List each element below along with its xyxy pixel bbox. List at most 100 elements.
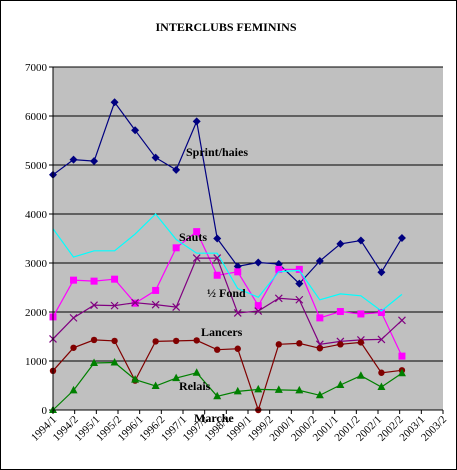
data-point [69,313,78,322]
data-point [377,308,385,316]
data-point [69,385,78,394]
chart-title: INTERCLUBS FEMININS [155,20,296,34]
data-point [233,386,242,395]
data-point [336,308,344,316]
data-point [90,301,98,310]
series-lancers [49,336,406,414]
x-tick-label: 2003/2 [419,414,449,444]
data-point [254,307,263,315]
data-point [397,234,406,243]
series-line [52,361,403,411]
data-point [337,341,344,348]
data-point [110,98,119,107]
data-point [90,358,99,366]
data-point [90,277,98,285]
data-point [152,286,160,294]
data-point [295,295,304,304]
data-point [70,276,78,284]
data-point [378,369,385,376]
series-line [52,339,402,412]
annotation-relais: Relais [179,379,211,393]
data-point [90,157,99,166]
series-line [52,101,403,285]
data-point [131,126,140,135]
y-tick-label: 0 [42,405,48,417]
data-point [214,346,221,353]
annotation-lancers: Lancers [201,325,243,339]
data-point [377,268,386,277]
annotation-demi-fond: ½ Fond [207,286,246,300]
data-point [377,382,386,390]
data-point [357,310,365,318]
y-tick-label: 1000 [25,356,48,368]
data-point [111,275,119,283]
data-point [172,337,180,345]
data-point [316,314,324,322]
data-point [296,340,303,347]
series-sprint-haies [49,98,406,288]
data-point [213,234,222,243]
data-point [397,368,406,377]
data-point [213,271,221,279]
data-point [131,375,140,383]
y-tick-label: 6000 [25,111,48,123]
data-point [110,357,119,366]
data-point [90,336,98,344]
data-point [151,300,160,309]
data-point [234,268,242,276]
x-axis-ticks: 1994/11994/21995/11995/21996/11996/21997… [29,410,449,444]
data-point [356,371,365,379]
data-point [316,345,324,352]
data-point [110,301,119,310]
data-point [295,385,304,394]
y-tick-label: 7000 [25,62,48,74]
annotation-sprint-haies: Sprint/haies [186,145,248,159]
y-axis-ticks: 0 1000 2000 3000 4000 5000 6000 7000 [25,62,53,417]
data-point [233,309,242,317]
annotation-sauts: Sauts [179,230,207,244]
data-point [398,352,406,360]
data-point [356,236,365,245]
y-tick-label: 4000 [25,209,48,221]
data-point [192,117,201,126]
data-point [151,153,160,162]
data-point [172,165,181,174]
series-group [49,98,406,414]
data-point [213,254,222,263]
data-point [254,384,263,393]
data-point [172,303,181,312]
y-tick-label: 5000 [25,160,48,172]
data-point [69,155,78,164]
data-point [275,265,283,273]
plot-area [53,67,443,410]
data-point [254,302,262,310]
data-point [295,279,304,288]
series-relais [49,357,406,413]
data-point [315,257,324,266]
y-tick-label: 3000 [25,258,48,270]
data-point [234,345,241,352]
data-point [295,265,303,273]
data-point [152,338,159,345]
data-point [336,380,345,389]
data-point [398,316,406,325]
data-point [377,335,386,344]
series-line [52,213,403,312]
data-point [213,391,222,400]
series-line [52,257,403,345]
data-point [315,390,324,399]
data-point [151,381,160,389]
annotation-marche: Marche [194,411,234,425]
data-point [111,337,118,345]
data-point [336,239,345,248]
series-unlabeled [52,213,403,312]
data-point [192,368,201,376]
gridlines [53,66,443,362]
data-point [172,373,181,382]
data-point [193,228,201,236]
data-point [254,258,263,267]
y-tick-label: 2000 [25,307,48,319]
data-point [172,244,180,252]
